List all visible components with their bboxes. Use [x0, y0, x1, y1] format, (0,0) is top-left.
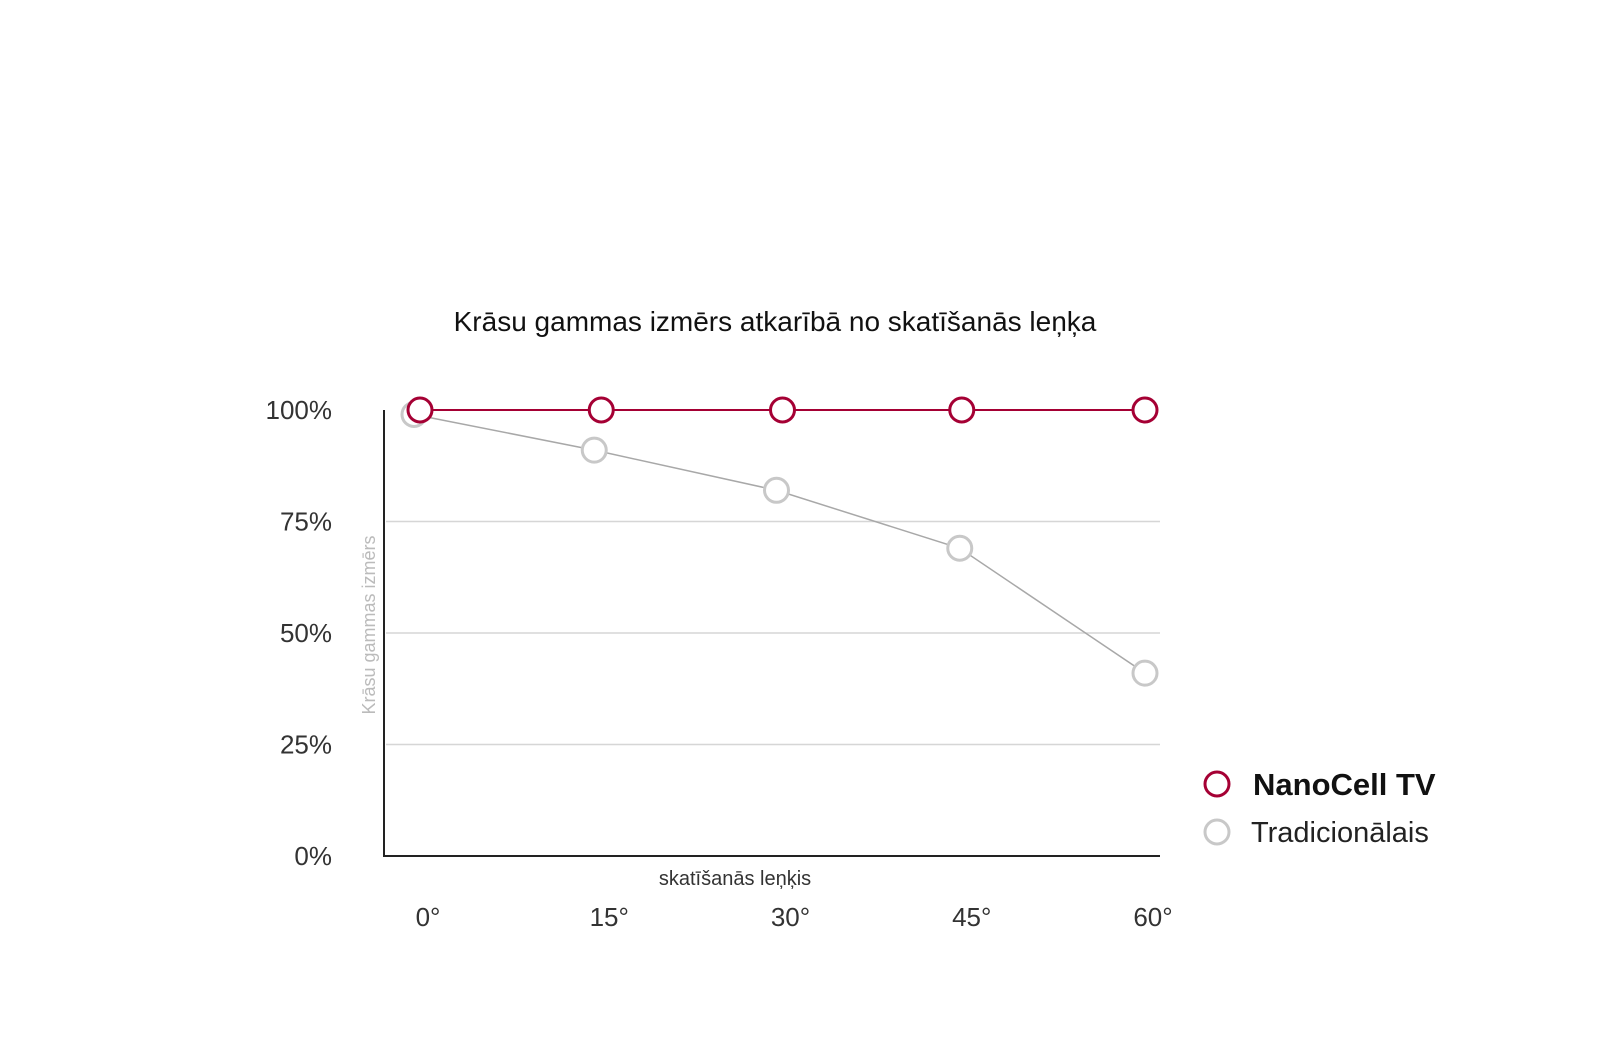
- y-tick-label: 100%: [266, 395, 333, 425]
- data-point-nanocell: [948, 396, 976, 424]
- y-tick-label: 50%: [280, 618, 332, 648]
- y-tick-label: 0%: [294, 841, 332, 871]
- legend-marker-nanocell: [1203, 770, 1231, 798]
- x-tick-label: 30°: [771, 902, 810, 932]
- axes: [383, 410, 1160, 857]
- legend: NanoCell TV Tradicionālais: [1203, 767, 1436, 849]
- data-point-nanocell: [769, 396, 796, 424]
- x-tick-label: 45°: [952, 902, 991, 932]
- x-axis-label: skatīšanās leņķis: [659, 868, 811, 890]
- x-tick-label: 0°: [416, 902, 441, 932]
- gridlines: [386, 520, 1160, 746]
- data-point-traditional: [763, 476, 790, 504]
- chart-title: Krāsu gammas izmērs atkarībā no skatīšan…: [454, 306, 1097, 337]
- legend-marker-traditional: [1203, 818, 1231, 846]
- series-layer: [400, 396, 1159, 687]
- data-point-traditional: [580, 436, 608, 464]
- data-point-traditional: [946, 534, 974, 562]
- data-point-nanocell: [406, 396, 434, 424]
- y-tick-label: 25%: [280, 730, 332, 760]
- series-line-traditional: [413, 413, 1146, 674]
- data-point-nanocell: [1131, 396, 1159, 424]
- legend-label-traditional: Tradicionālais: [1251, 817, 1429, 849]
- x-tick-label: 60°: [1133, 902, 1172, 932]
- x-tick-labels: 0° 15° 30° 45° 60°: [416, 902, 1173, 932]
- y-tick-label: 75%: [280, 507, 332, 537]
- x-tick-label: 15°: [590, 902, 629, 932]
- legend-label-nanocell: NanoCell TV: [1253, 767, 1436, 802]
- y-axis-label: Krāsu gammas izmērs: [359, 535, 379, 714]
- data-point-nanocell: [587, 396, 615, 424]
- data-point-traditional: [1131, 659, 1159, 687]
- y-tick-labels: 0% 25% 50% 75% 100%: [266, 395, 333, 871]
